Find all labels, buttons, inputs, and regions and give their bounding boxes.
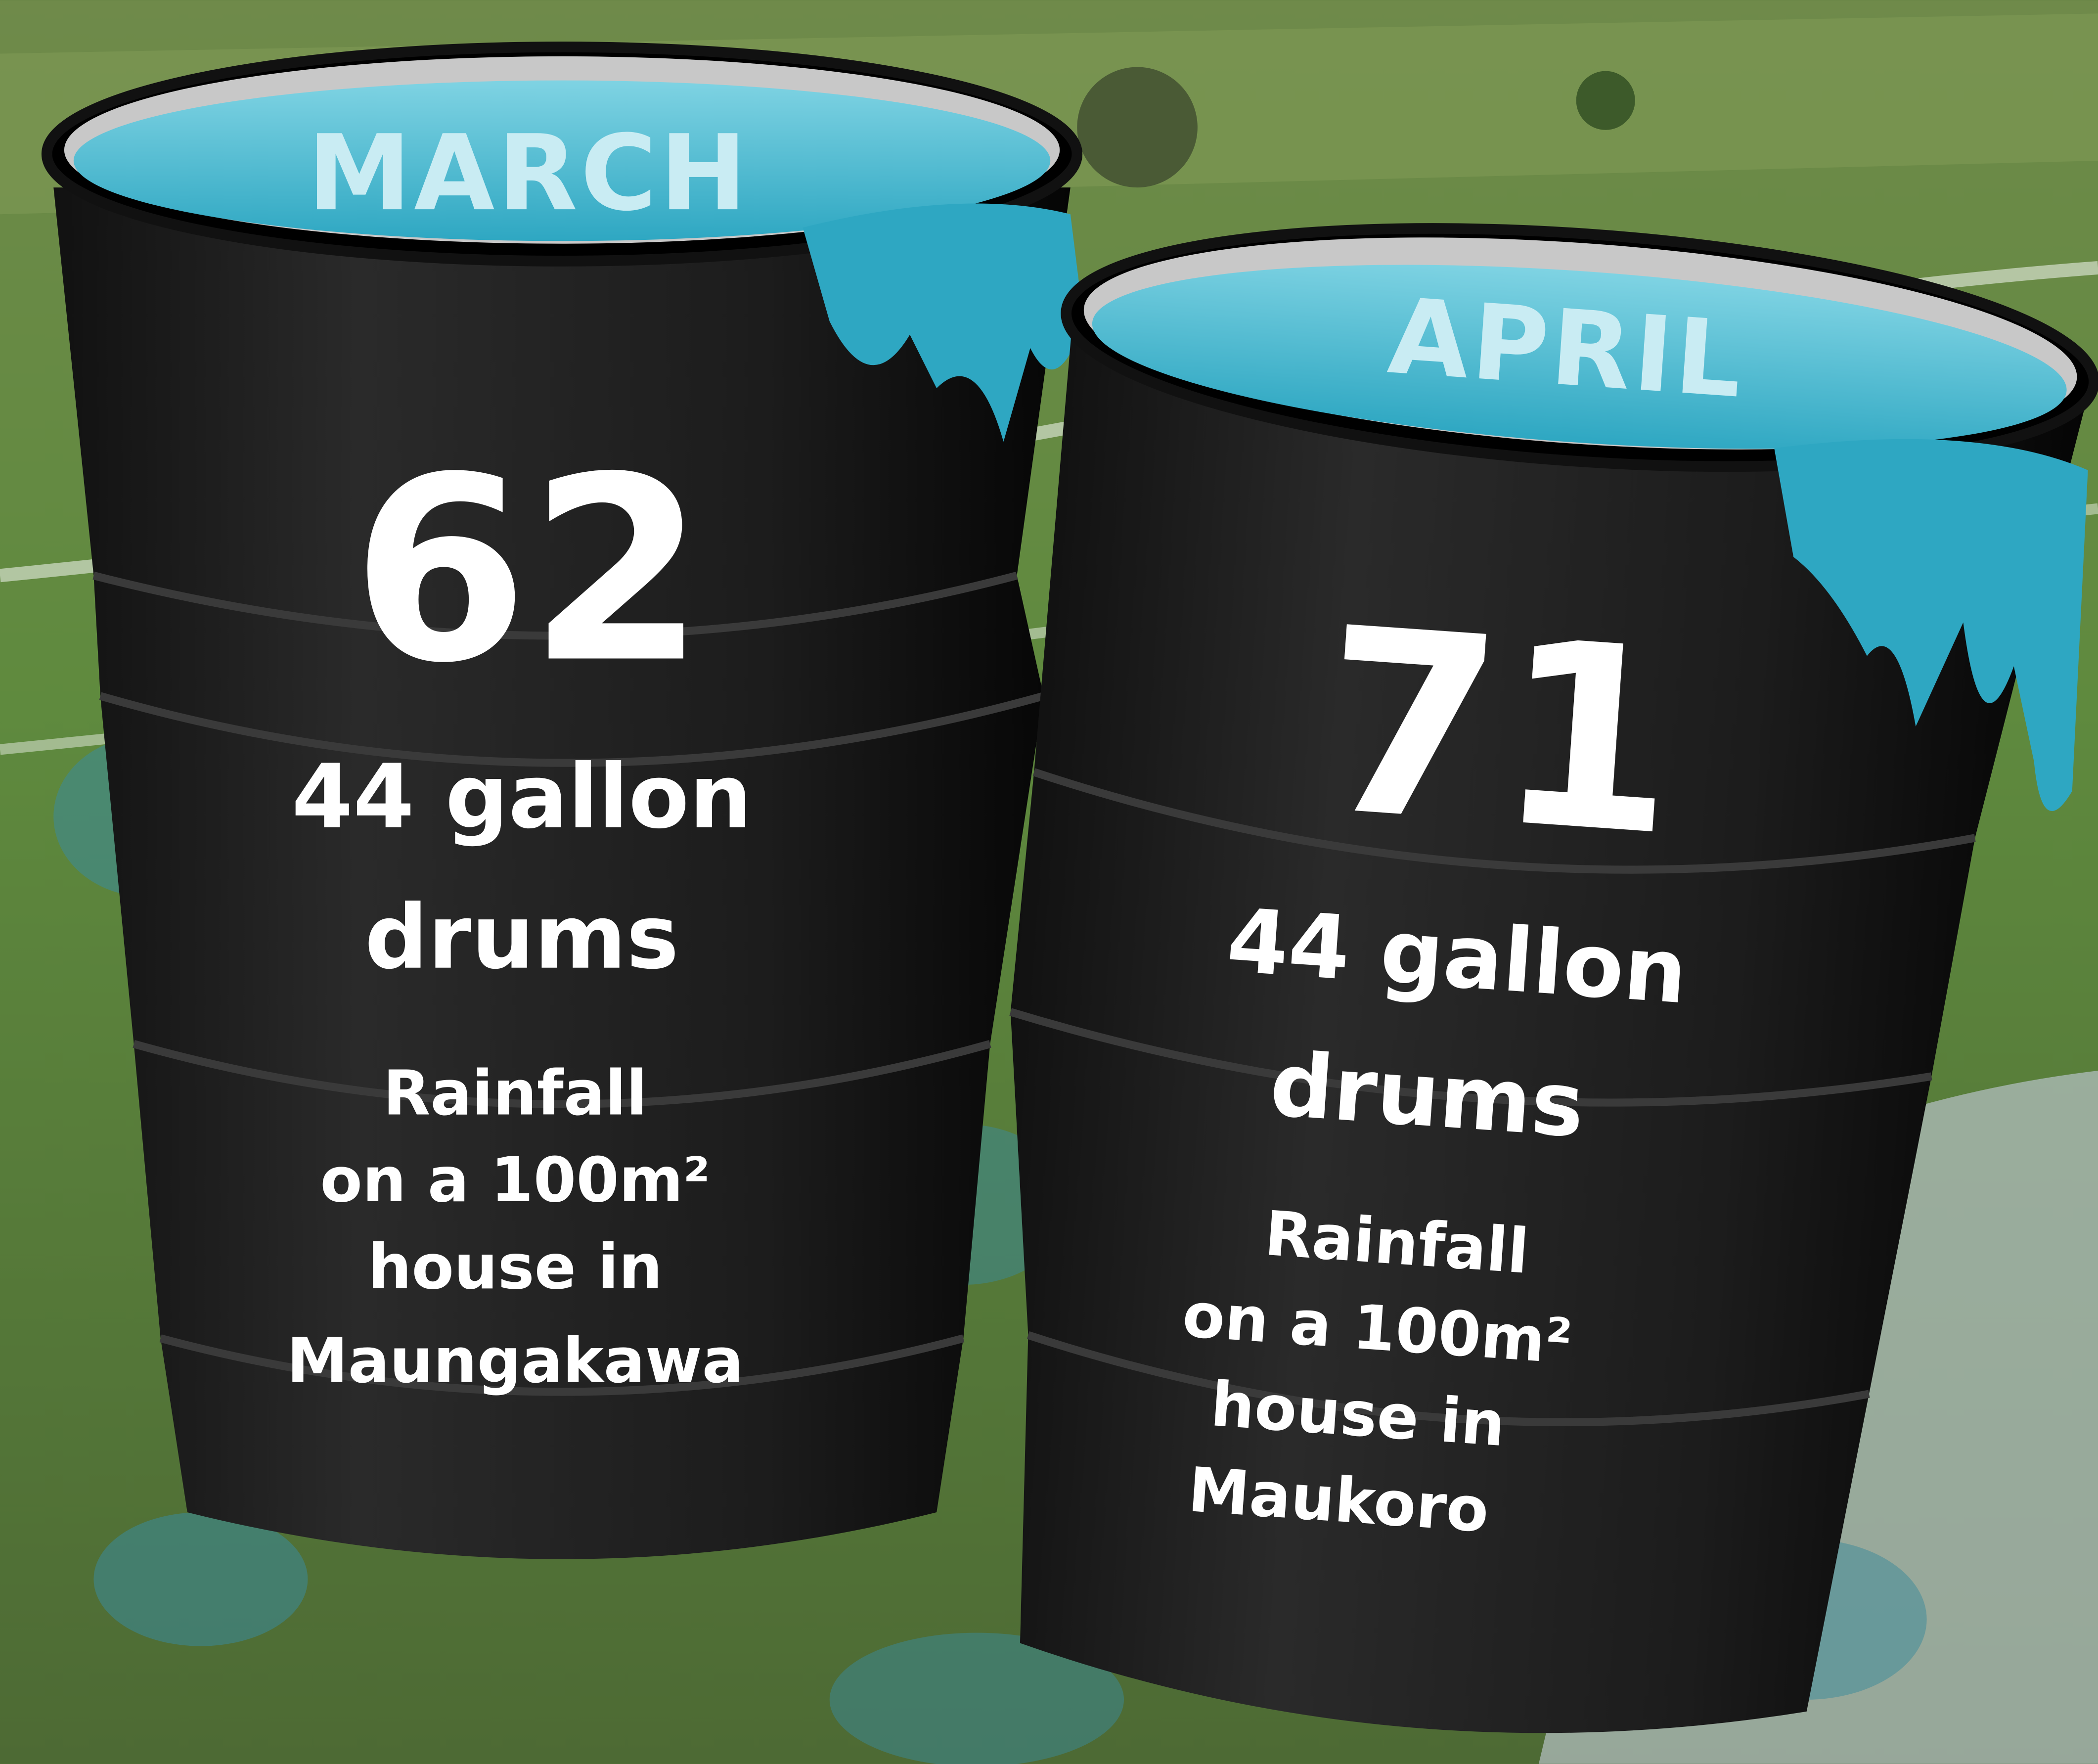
drum-count: 71: [1313, 573, 1686, 893]
month-label: APRIL: [1384, 275, 1748, 421]
description: Rainfall: [383, 1057, 648, 1129]
description: Maungakawa: [287, 1325, 744, 1397]
month-label: MARCH: [308, 112, 750, 234]
description: on a 100m²: [320, 1144, 710, 1216]
drum-count: 62: [352, 423, 705, 719]
infographic: MARCH 62 44 gallon drums Rainfall on a 1…: [0, 0, 2098, 1764]
unit-label: drums: [1267, 1033, 1587, 1158]
description: house in: [368, 1231, 663, 1303]
unit-label: 44 gallon: [292, 746, 752, 849]
unit-label: drums: [365, 886, 679, 989]
